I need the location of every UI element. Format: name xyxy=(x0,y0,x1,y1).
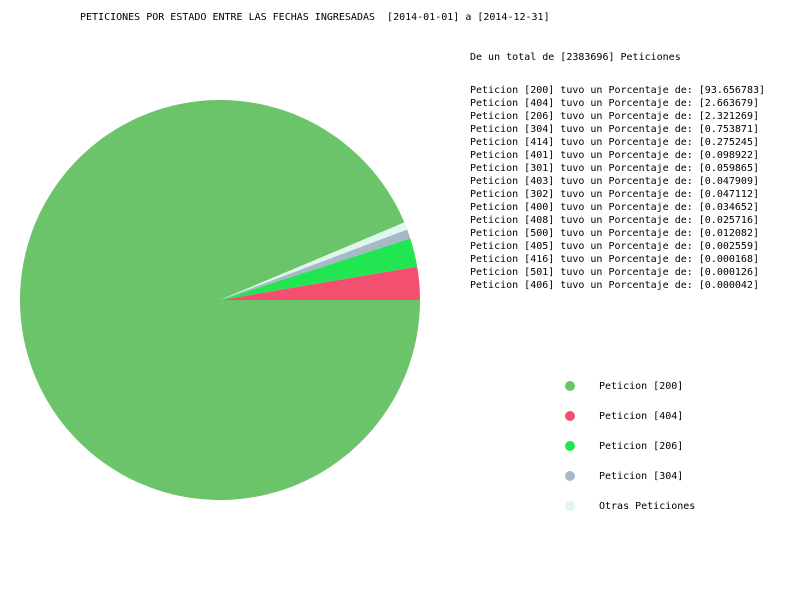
legend-label: Peticion [206] xyxy=(599,441,684,452)
status-percentage-line: Peticion [414] tuvo un Porcentaje de: [0… xyxy=(470,137,759,148)
legend-label: Otras Peticiones xyxy=(599,501,696,512)
status-percentage-line: Peticion [500] tuvo un Porcentaje de: [0… xyxy=(470,228,759,239)
status-percentage-line: Peticion [400] tuvo un Porcentaje de: [0… xyxy=(470,202,759,213)
legend-label: Peticion [404] xyxy=(599,411,684,422)
pie-slice xyxy=(220,266,420,300)
legend-label: Peticion [200] xyxy=(599,381,684,392)
pie-slice xyxy=(220,238,418,300)
pie-chart xyxy=(20,100,421,501)
status-percentage-line: Peticion [405] tuvo un Porcentaje de: [0… xyxy=(470,241,759,252)
legend-swatch xyxy=(565,411,575,421)
status-percentage-list: Peticion [200] tuvo un Porcentaje de: [9… xyxy=(470,84,765,292)
chart-title: PETICIONES POR ESTADO ENTRE LAS FECHAS I… xyxy=(80,12,550,23)
status-percentage-line: Peticion [501] tuvo un Porcentaje de: [0… xyxy=(470,267,759,278)
pie-slice xyxy=(20,100,421,501)
status-percentage-line: Peticion [404] tuvo un Porcentaje de: [2… xyxy=(470,98,759,109)
status-percentage-line: Peticion [302] tuvo un Porcentaje de: [0… xyxy=(470,189,759,200)
pie-slice xyxy=(220,222,408,300)
status-percentage-line: Peticion [406] tuvo un Porcentaje de: [0… xyxy=(470,280,759,291)
status-percentage-line: Peticion [206] tuvo un Porcentaje de: [2… xyxy=(470,111,759,122)
status-percentage-line: Peticion [304] tuvo un Porcentaje de: [0… xyxy=(470,124,759,135)
pie-slice xyxy=(220,229,411,300)
status-percentage-line: Peticion [403] tuvo un Porcentaje de: [0… xyxy=(470,176,759,187)
status-percentage-line: Peticion [401] tuvo un Porcentaje de: [0… xyxy=(470,150,759,161)
legend-label: Peticion [304] xyxy=(599,471,684,482)
legend-swatch xyxy=(565,381,575,391)
status-percentage-line: Peticion [301] tuvo un Porcentaje de: [0… xyxy=(470,163,759,174)
total-requests-text: De un total de [2383696] Peticiones xyxy=(470,52,681,63)
pie-slices xyxy=(20,100,421,501)
status-percentage-line: Peticion [416] tuvo un Porcentaje de: [0… xyxy=(470,254,759,265)
legend-swatch xyxy=(565,441,575,451)
legend-swatch xyxy=(565,471,575,481)
status-percentage-line: Peticion [200] tuvo un Porcentaje de: [9… xyxy=(470,85,766,96)
status-percentage-line: Peticion [408] tuvo un Porcentaje de: [0… xyxy=(470,215,759,226)
legend-swatch xyxy=(565,501,575,511)
